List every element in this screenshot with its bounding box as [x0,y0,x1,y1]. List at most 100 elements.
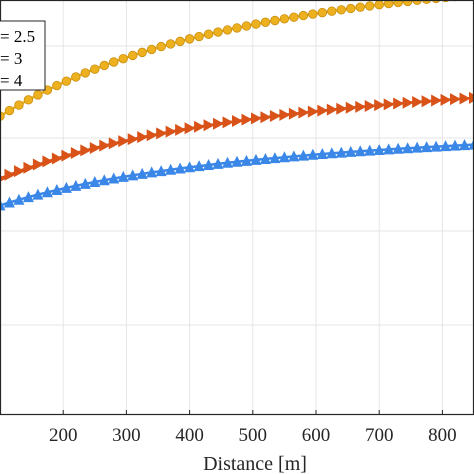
series-2-point-10 [80,144,92,157]
series-2-point-9 [70,146,82,159]
series-1-point-8 [61,76,72,86]
series-3-point-23 [203,158,215,170]
legend-box [0,20,46,91]
series-3-point-20 [174,162,186,174]
series-2-point-11 [89,141,101,154]
series-1-point-28 [251,19,261,29]
series-3-point-9 [70,179,82,191]
series-2-point-20 [175,123,187,136]
series-2-point-30 [269,109,281,122]
series-3-point-17 [146,166,158,178]
series-1-point-26 [232,23,242,33]
series-2-point-24 [213,117,225,130]
series-1-point-11 [90,64,100,74]
series-1-point-36 [327,6,337,16]
series-3-point-5 [32,188,44,200]
series-2-point-32 [288,107,300,120]
series-3-point-31 [278,151,290,163]
series-3-point-19 [165,163,177,175]
series-1-point-19 [165,39,176,49]
series-2-point-27 [241,113,253,126]
legend-entry-3: = 4 [0,71,23,90]
series-3-point-21 [184,161,196,173]
series-1-point-29 [260,17,271,27]
series-2-point-12 [99,139,111,152]
series-3-point-24 [212,157,224,169]
series-2-point-18 [156,127,168,140]
x-tick-label-2: 300 [112,425,141,446]
series-1-point-39 [355,2,365,12]
series-3 [0,138,474,211]
series-3-point-13 [108,172,120,184]
series-1-point-10 [80,68,91,78]
legend: = 2.5 = 3 = 4 [0,20,46,91]
series-3-point-25 [222,156,234,168]
series-2-point-51 [469,91,474,104]
series-2-point-36 [326,103,338,116]
series-3-point-8 [60,181,72,193]
series-2-point-5 [32,158,44,171]
series-2-point-40 [364,99,376,112]
series-1-point-7 [52,80,62,91]
series-1-point-13 [109,57,119,67]
series-3-point-39 [354,145,366,157]
series-3-point-49 [449,139,461,151]
series-3-point-29 [259,152,271,164]
series-2-point-29 [260,111,272,124]
series-1-point-5 [33,90,43,100]
series-3-point-51 [468,138,474,150]
series-2-point-50 [459,92,471,105]
series-3-point-38 [345,145,357,157]
series-3-point-10 [79,177,91,189]
series-3-point-48 [440,140,452,152]
x-tick-label-3: 400 [175,425,204,446]
series-1-point-15 [128,50,138,61]
series-1-point-24 [213,27,223,37]
series-2-point-17 [146,129,158,142]
series-1-point-41 [374,0,384,10]
series-1-point-43 [393,0,403,8]
series-3-point-45 [411,141,423,153]
series-2-point-43 [393,97,405,110]
series-2-point-49 [450,93,462,106]
series-2-point-1 [0,175,6,182]
series-3-point-22 [193,160,205,172]
series-3-point-43 [392,142,404,154]
series-3-point-32 [288,150,300,162]
series-2-point-4 [23,161,35,174]
series-3-point-44 [402,142,414,154]
series-2-point-19 [165,125,177,138]
series-2-point-45 [412,96,424,109]
series-2-point-38 [345,101,357,114]
series-1-point-30 [270,15,280,26]
series-1-point-3 [14,100,24,110]
series-3-point-14 [117,170,129,182]
series-3-point-36 [326,147,338,159]
series-2 [0,91,474,182]
legend-entry-1: = 2.5 [0,27,35,46]
series-2-point-2 [4,168,16,181]
series-1-point-12 [99,60,109,71]
series-3-point-28 [250,153,262,165]
series-1-point-2 [4,105,15,116]
series-2-point-14 [118,135,130,148]
series-2-point-47 [431,94,443,107]
series-3-point-40 [364,144,376,156]
series-2-point-42 [383,98,395,111]
series-3-point-16 [136,167,148,179]
series-3-point-6 [41,186,53,198]
series-3-point-7 [51,184,63,196]
series-1-point-27 [241,21,252,31]
series-3-point-34 [307,148,319,160]
series-2-point-6 [42,155,54,168]
series-3-point-11 [89,176,101,188]
series-3-point-33 [297,149,309,161]
series-3-point-12 [98,174,110,186]
series-3-point-46 [421,141,433,153]
series-1-point-37 [336,5,346,15]
series-2-point-34 [307,105,319,118]
series-1-point-17 [146,44,157,55]
series-3-point-42 [383,143,395,155]
series-2-point-21 [184,122,196,135]
